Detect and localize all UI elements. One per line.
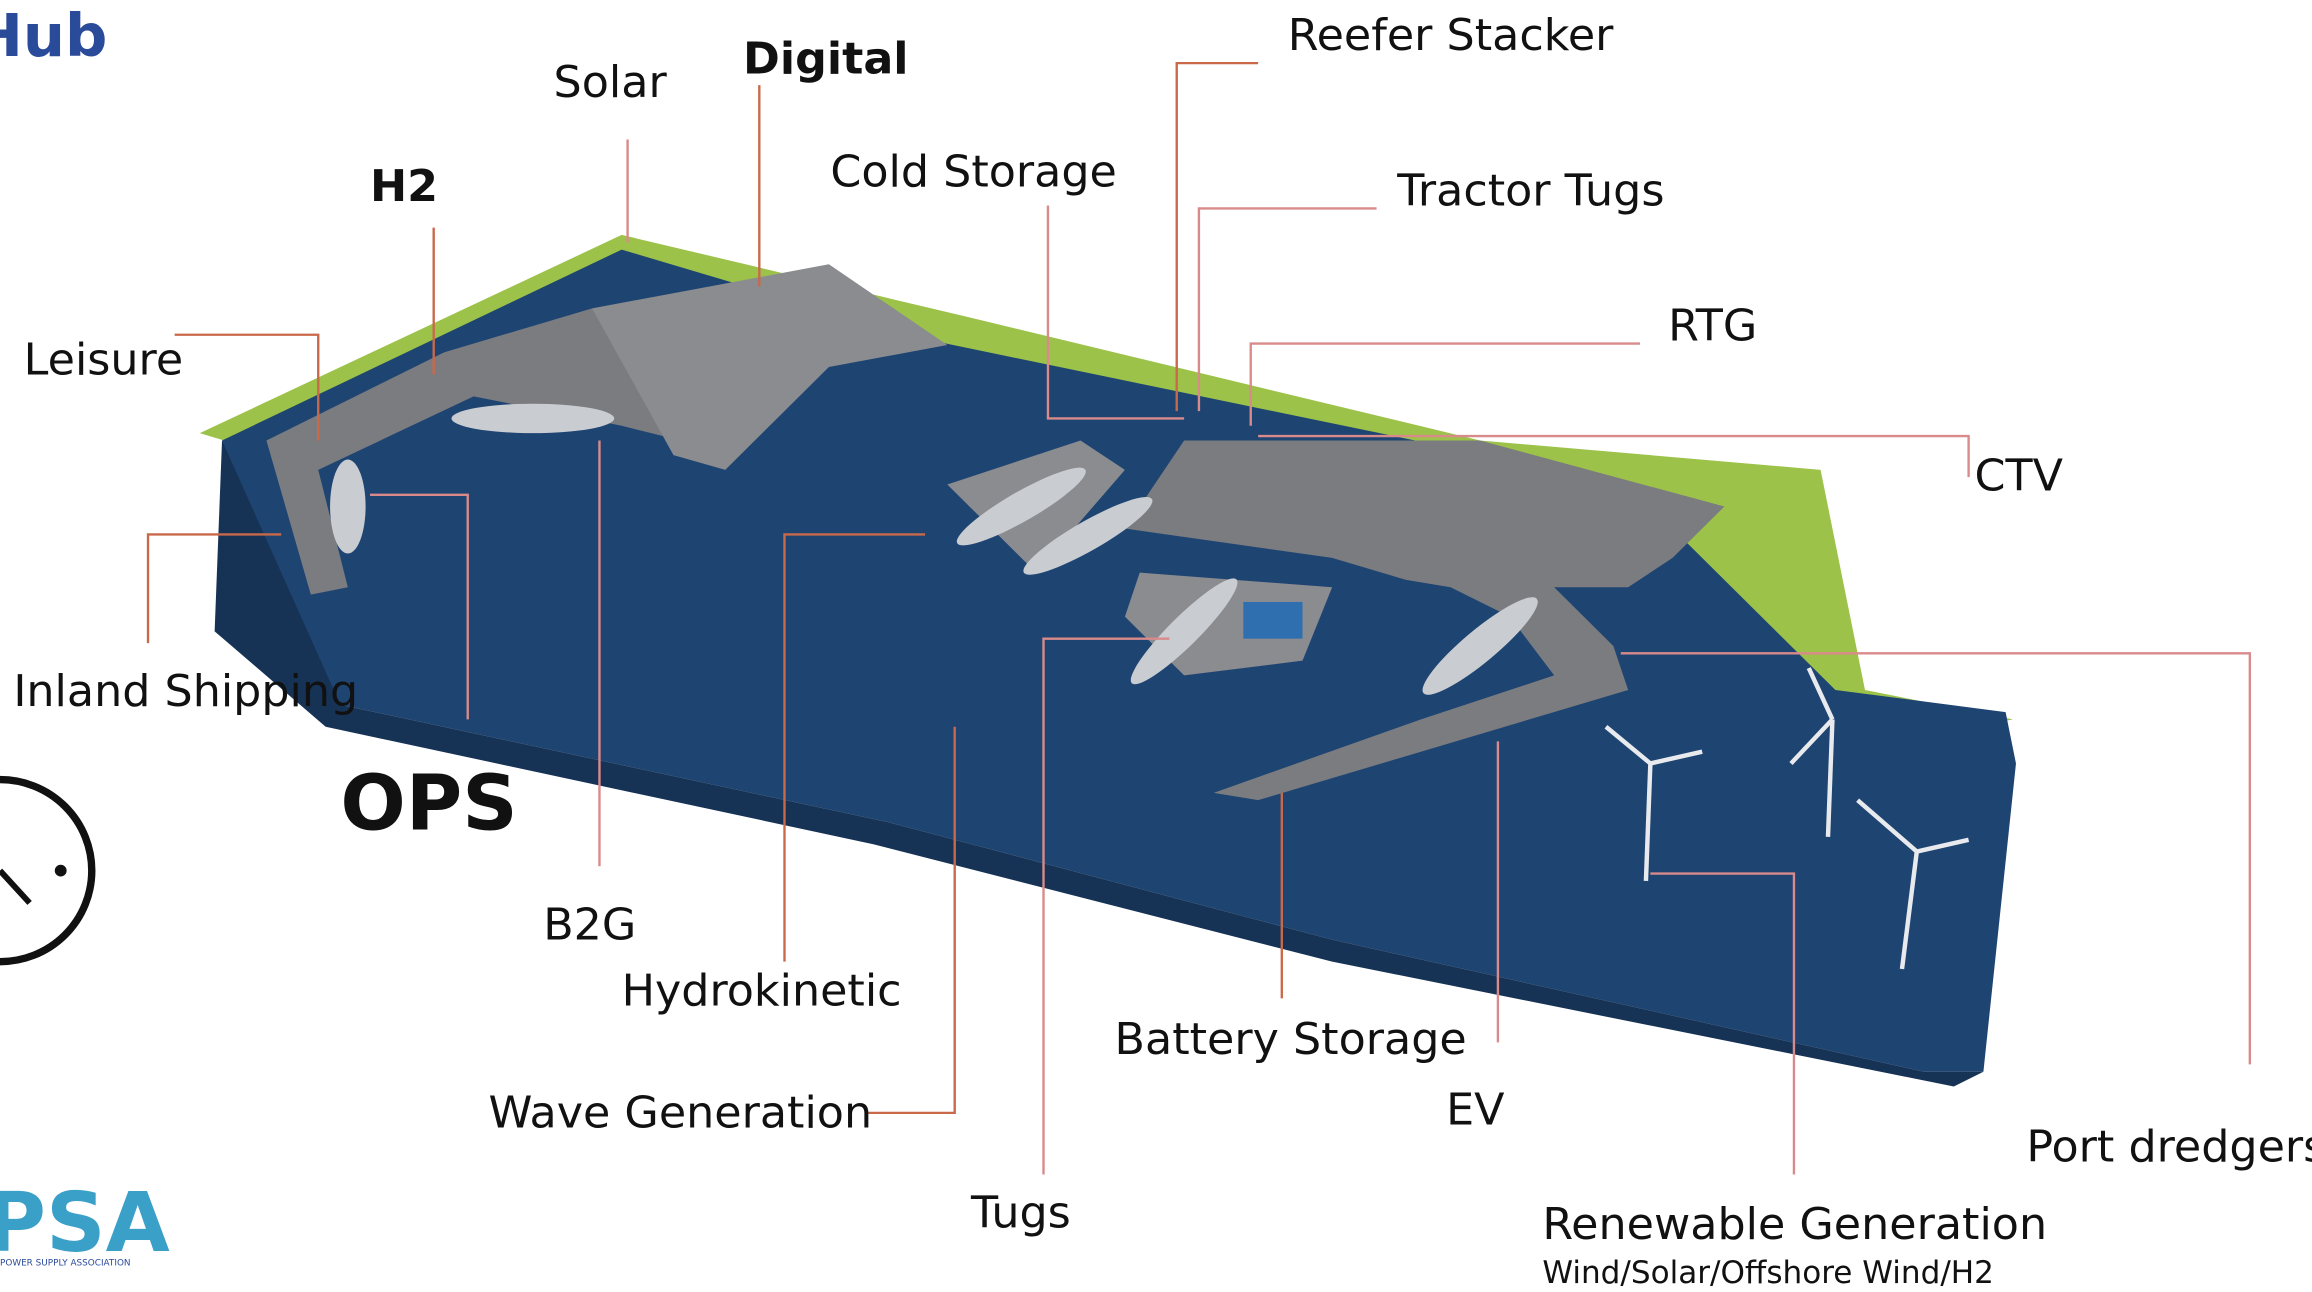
gauge-dot xyxy=(54,864,67,877)
label-subtitle: Wind/Solar/Offshore Wind/H2 xyxy=(1542,1255,1994,1291)
label: Solar xyxy=(554,57,668,108)
gauge-needle xyxy=(0,868,32,905)
label: Renewable Generation xyxy=(1542,1199,2047,1250)
logo-tagline: POWER SUPPLY ASSOCIATION xyxy=(0,1259,131,1269)
ship xyxy=(1422,597,1538,695)
quay xyxy=(592,264,948,470)
label: Port dredgers xyxy=(2026,1121,2312,1172)
water xyxy=(222,249,2016,1072)
label: Wave Generation xyxy=(488,1088,872,1139)
water-edge xyxy=(214,440,1984,1087)
terminal xyxy=(1124,440,1725,801)
label: Tractor Tugs xyxy=(1396,166,1664,217)
gauge-icon xyxy=(0,775,96,966)
label: EV xyxy=(1446,1085,1504,1136)
label: Battery Storage xyxy=(1115,1014,1467,1065)
label: Hydrokinetic xyxy=(622,966,902,1017)
label: B2G xyxy=(543,900,636,951)
label: Digital xyxy=(743,34,908,85)
turbines xyxy=(1604,667,1970,970)
label: Reefer Stacker xyxy=(1288,10,1615,61)
ship xyxy=(451,403,615,434)
ship xyxy=(330,459,366,554)
battery xyxy=(1243,601,1303,639)
ship xyxy=(1130,578,1238,685)
ship xyxy=(1023,497,1153,575)
label: CTV xyxy=(1975,451,2063,502)
label: Cold Storage xyxy=(830,147,1117,198)
label: OPS xyxy=(340,760,517,849)
logo: PSA xyxy=(0,1175,170,1271)
label: Leisure xyxy=(24,335,183,386)
label: RTG xyxy=(1668,301,1757,352)
label: Tugs xyxy=(970,1188,1071,1239)
label: H2 xyxy=(370,161,438,212)
ship xyxy=(956,467,1086,546)
label: Inland Shipping xyxy=(13,666,358,717)
title: Hub xyxy=(0,1,107,70)
leader-lines xyxy=(146,61,2252,1175)
